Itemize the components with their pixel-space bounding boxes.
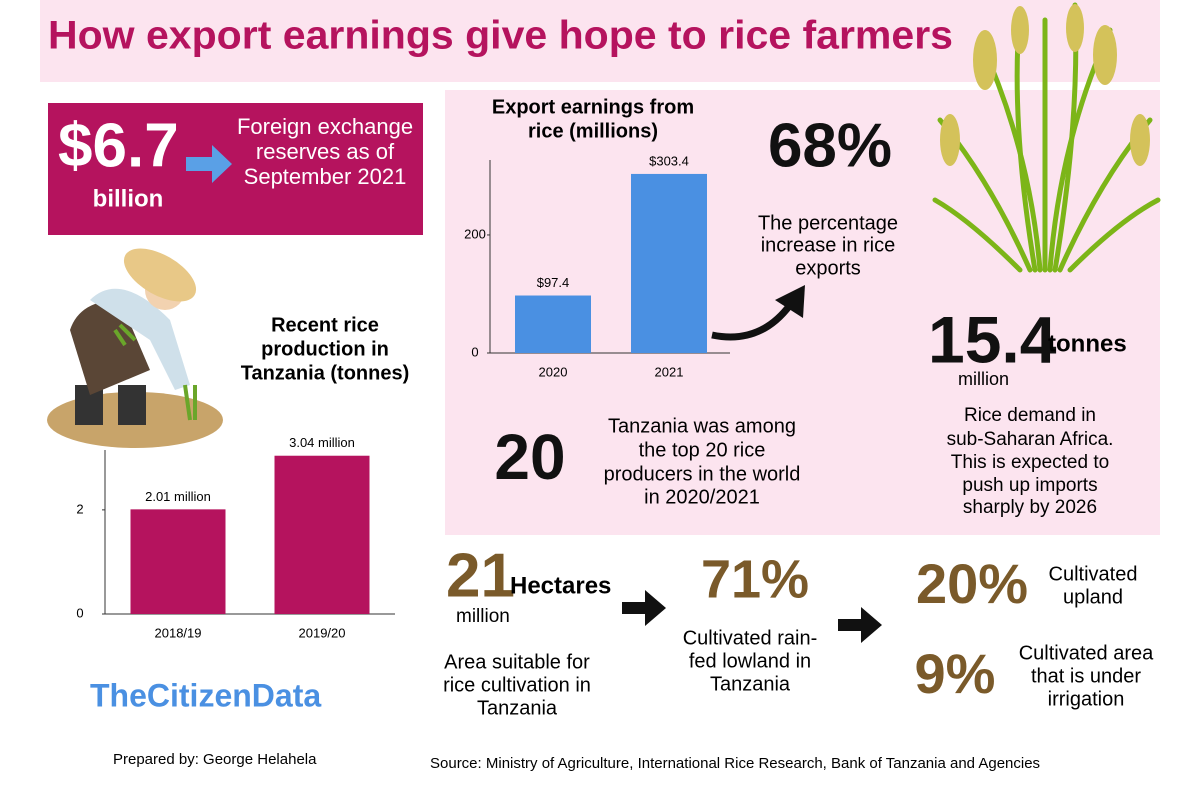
farmer-illustration — [47, 248, 223, 448]
demand-text: sub-Saharan Africa. — [947, 429, 1114, 450]
increase-value: 68% — [768, 111, 892, 180]
y-tick-label: 200 — [464, 226, 486, 241]
rank-text: in 2020/2021 — [644, 486, 760, 508]
value-label: 2.01 million — [145, 489, 211, 504]
land-value: 21 — [446, 541, 515, 610]
curved-arrow-head — [775, 285, 805, 318]
irrigation-value: 9% — [915, 642, 996, 705]
rank-value: 20 — [494, 421, 565, 493]
bar — [631, 173, 707, 353]
y-tick-label: 0 — [76, 605, 83, 620]
chart-title: production in — [261, 338, 389, 360]
demand-text: This is expected to — [951, 452, 1109, 473]
curved-arrow — [711, 302, 793, 341]
upland-text: Cultivated — [1049, 563, 1138, 585]
demand-text: push up imports — [962, 475, 1097, 496]
demand-text: sharply by 2026 — [963, 497, 1097, 518]
lowland-text: Tanzania — [710, 673, 791, 695]
lowland-text: Cultivated rain- — [683, 627, 818, 649]
arrow — [838, 607, 882, 643]
chart-title: Tanzania (tonnes) — [241, 362, 410, 384]
chart-title: Export earnings from — [492, 96, 694, 118]
brand: TheCitizenData — [90, 677, 321, 713]
land-text: Area suitable for — [444, 651, 590, 673]
land-text: Tanzania — [477, 697, 558, 719]
x-tick-label: 2019/20 — [299, 625, 346, 640]
source: Source: Ministry of Agriculture, Interna… — [430, 755, 1040, 772]
demand-value: 15.4 — [928, 302, 1057, 376]
value-label: 3.04 million — [289, 435, 355, 450]
demand-unit: tonnes — [1048, 330, 1127, 357]
reserves-box — [48, 103, 423, 235]
x-tick-label: 2021 — [655, 364, 684, 379]
reserves-unit: billion — [93, 185, 164, 212]
bar — [515, 295, 591, 353]
increase-text: exports — [795, 257, 861, 279]
rank-text: producers in the world — [604, 463, 801, 485]
demand-text: Rice demand in — [964, 405, 1096, 426]
bar — [130, 509, 226, 614]
upland-text: upland — [1063, 586, 1123, 608]
irrigation-text: irrigation — [1048, 688, 1125, 710]
x-tick-label: 2018/19 — [155, 625, 202, 640]
value-label: $303.4 — [649, 153, 689, 168]
rank-text: the top 20 rice — [639, 439, 766, 461]
reserves-text: Foreign exchange — [237, 114, 413, 139]
reserves-value: $6.7 — [58, 111, 179, 180]
title: How export earnings give hope to rice fa… — [48, 14, 953, 58]
y-tick-label: 0 — [471, 344, 478, 359]
land-unit: Hectares — [510, 572, 611, 599]
lowland-value: 71% — [701, 549, 809, 609]
credit: Prepared by: George Helahela — [113, 751, 317, 768]
bar — [274, 455, 370, 614]
increase-text: increase in rice — [761, 234, 896, 256]
irrigation-text: that is under — [1031, 665, 1141, 687]
land-text: rice cultivation in — [443, 674, 591, 696]
y-tick-label: 2 — [76, 501, 83, 516]
arrow — [186, 145, 232, 183]
lowland-text: fed lowland in — [689, 650, 811, 672]
reserves-text: reserves as of — [256, 139, 395, 164]
rank-text: Tanzania was among — [608, 415, 796, 437]
rice-grains — [940, 4, 1150, 166]
chart-title: Recent rice — [271, 314, 379, 336]
title-band — [40, 0, 1160, 82]
x-tick-label: 2020 — [539, 364, 568, 379]
increase-text: The percentage — [758, 212, 898, 234]
demand-scale: million — [958, 369, 1009, 389]
arrow — [622, 590, 666, 626]
upland-value: 20% — [916, 552, 1028, 615]
chart-title: rice (millions) — [528, 120, 658, 142]
value-label: $97.4 — [537, 275, 570, 290]
reserves-text: September 2021 — [244, 164, 407, 189]
irrigation-text: Cultivated area — [1019, 642, 1154, 664]
land-scale: million — [456, 606, 510, 627]
